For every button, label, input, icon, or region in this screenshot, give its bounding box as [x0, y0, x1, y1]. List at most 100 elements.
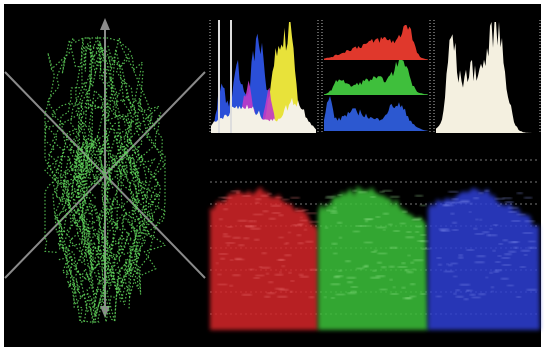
- waveform-trace: [275, 196, 283, 199]
- waveform-trace: [290, 291, 293, 293]
- vectorscope-trace: [59, 35, 163, 281]
- waveform-trace: [347, 281, 353, 283]
- waveform-trace: [282, 198, 290, 201]
- waveform-trace: [498, 243, 503, 245]
- waveform-trace: [259, 266, 262, 268]
- waveform-trace: [225, 242, 235, 244]
- vectorscope-trace: [59, 138, 109, 323]
- waveform-trace: [250, 227, 261, 230]
- waveform-trace: [326, 195, 336, 198]
- waveform-trace: [460, 200, 470, 202]
- waveform-trace: [492, 250, 496, 252]
- waveform-trace: [306, 212, 317, 215]
- waveform-trace: [218, 218, 223, 220]
- waveform-trace: [452, 222, 457, 224]
- waveform-trace: [450, 212, 455, 215]
- waveform-trace: [229, 259, 234, 261]
- waveform-trace: [507, 284, 514, 287]
- waveform-trace: [468, 211, 472, 213]
- waveform-trace: [390, 196, 400, 198]
- vectorscope-trace: [81, 146, 154, 275]
- waveform-trace: [271, 205, 281, 207]
- waveform-trace: [455, 289, 460, 291]
- waveform-trace: [399, 222, 406, 225]
- waveform-trace: [287, 231, 291, 234]
- histogram-area: [211, 97, 316, 133]
- waveform-trace: [234, 257, 242, 260]
- histogram-area: [324, 60, 428, 95]
- waveform-trace: [253, 213, 263, 216]
- waveform-trace: [502, 197, 512, 199]
- waveform-trace: [504, 253, 512, 255]
- waveform-trace: [489, 228, 493, 230]
- waveform-trace: [466, 289, 473, 292]
- waveform-trace: [519, 266, 526, 268]
- waveform-trace: [444, 270, 454, 273]
- waveform-trace: [331, 243, 338, 245]
- waveform-trace: [290, 197, 300, 199]
- waveform-trace: [495, 261, 501, 263]
- vectorscope-trace: [55, 149, 166, 296]
- waveform-trace: [528, 240, 536, 243]
- waveform-trace: [295, 208, 298, 210]
- waveform-trace: [471, 296, 481, 299]
- waveform-trace: [442, 204, 449, 207]
- vectorscope-trace: [56, 170, 117, 284]
- waveform-trace: [231, 190, 240, 192]
- waveform-trace: [352, 190, 358, 192]
- waveform-trace: [242, 294, 252, 296]
- vectorscope-trace: [81, 122, 143, 296]
- waveform-trace: [383, 229, 386, 231]
- waveform-trace: [260, 266, 271, 269]
- waveform-trace: [279, 271, 282, 273]
- waveform-trace: [268, 218, 276, 220]
- vectorscope-trace: [72, 96, 152, 325]
- waveform-trace: [375, 216, 381, 218]
- waveform-trace: [296, 234, 302, 236]
- waveform-trace: [485, 276, 489, 279]
- waveform-trace: [261, 195, 269, 197]
- waveform-trace: [478, 293, 486, 295]
- waveform-trace: [266, 272, 269, 275]
- waveform-trace: [401, 262, 406, 264]
- waveform-trace: [413, 259, 424, 261]
- waveform-trace: [227, 244, 230, 246]
- waveform-trace: [508, 207, 518, 209]
- waveform-trace: [362, 266, 369, 268]
- waveform-trace: [325, 226, 328, 229]
- waveform-trace: [302, 209, 309, 211]
- waveform-trace: [245, 225, 255, 228]
- waveform-trace: [274, 274, 283, 276]
- waveform-trace: [297, 242, 304, 244]
- waveform-trace: [379, 288, 388, 291]
- waveform-trace: [388, 223, 393, 226]
- waveform-trace: [469, 294, 476, 296]
- waveform-trace: [333, 252, 338, 255]
- histogram-area: [324, 25, 428, 60]
- vectorscope: [4, 18, 206, 325]
- arrow-head: [100, 18, 110, 30]
- waveform-trace: [347, 292, 357, 294]
- vectorscope-trace: [76, 133, 148, 260]
- waveform-trace: [379, 191, 385, 193]
- waveform-trace: [249, 268, 255, 271]
- waveform-trace: [401, 286, 406, 289]
- waveform-trace: [333, 276, 340, 278]
- waveform-trace: [450, 262, 458, 265]
- waveform-trace: [300, 275, 309, 278]
- waveform-trace: [216, 262, 219, 264]
- waveform-trace: [298, 274, 304, 276]
- waveform-trace: [288, 272, 292, 274]
- waveform-trace: [407, 254, 411, 257]
- vectorscope-trace: [44, 141, 136, 282]
- waveform-trace: [229, 285, 233, 287]
- waveform-trace: [351, 290, 357, 293]
- waveform-trace: [242, 195, 251, 197]
- arrow-head: [100, 306, 110, 318]
- waveform-trace: [409, 295, 416, 298]
- waveform-trace: [420, 240, 429, 242]
- waveform-trace: [264, 296, 271, 298]
- waveform-trace: [232, 274, 241, 276]
- waveform-trace: [277, 296, 288, 298]
- waveform-trace: [223, 233, 228, 235]
